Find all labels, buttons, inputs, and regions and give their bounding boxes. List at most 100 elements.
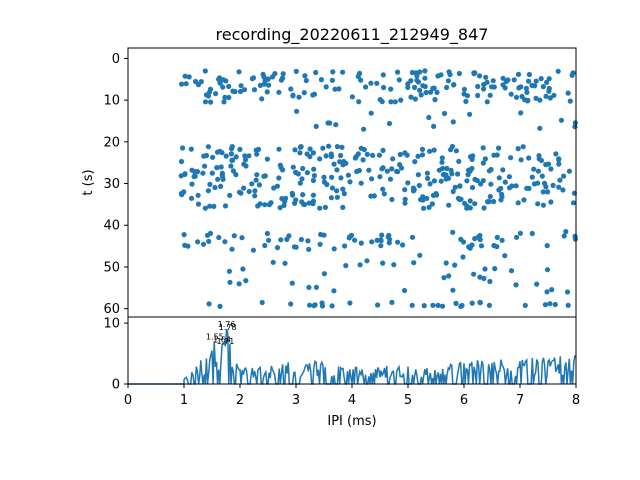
raster-point (488, 181, 494, 187)
raster-point (441, 275, 447, 281)
raster-point (270, 74, 276, 80)
raster-point (544, 267, 551, 273)
raster-point (322, 204, 328, 210)
raster-point (202, 68, 208, 74)
raster-point (330, 69, 336, 75)
raster-point (379, 232, 385, 238)
raster-point (566, 168, 573, 174)
raster-point (368, 110, 374, 116)
raster-point (379, 99, 385, 105)
raster-point (276, 146, 282, 152)
raster-point (430, 302, 436, 308)
raster-point (352, 237, 358, 243)
raster-point (553, 151, 559, 157)
raster-point (422, 68, 428, 74)
raster-point (386, 120, 393, 127)
raster-point (419, 146, 426, 152)
raster-point (297, 180, 303, 186)
raster-point (518, 157, 524, 163)
raster-y-tick-label: 30 (103, 177, 120, 192)
raster-point (538, 76, 544, 82)
raster-point (357, 262, 363, 268)
raster-point (388, 86, 394, 92)
raster-point (334, 194, 340, 200)
raster-point (268, 200, 274, 206)
raster-point (202, 163, 208, 169)
histogram-x-tick-label: 6 (460, 393, 468, 408)
raster-point (540, 84, 546, 90)
raster-point (560, 187, 566, 193)
raster-point (380, 165, 386, 171)
raster-point (524, 89, 530, 95)
raster-point (508, 155, 514, 161)
raster-point (202, 99, 209, 105)
raster-point (487, 278, 493, 285)
histogram-x-tick-label: 8 (572, 393, 580, 408)
raster-point (331, 161, 337, 167)
raster-point (228, 163, 234, 169)
raster-point (469, 184, 476, 191)
raster-point (534, 281, 540, 287)
raster-point (481, 205, 487, 211)
raster-point (238, 190, 244, 196)
raster-point (384, 168, 390, 174)
raster-point (572, 236, 579, 242)
raster-point (280, 75, 286, 81)
raster-point (241, 185, 247, 191)
raster-point (452, 184, 458, 190)
raster-point (375, 302, 381, 308)
raster-point (178, 158, 185, 165)
raster-point (178, 173, 184, 179)
raster-point (209, 170, 215, 176)
raster-point (502, 179, 508, 185)
raster-point (456, 158, 462, 164)
raster-point (547, 301, 553, 307)
raster-point (433, 191, 439, 197)
raster-point (477, 274, 483, 280)
raster-point (477, 299, 483, 305)
raster-point (394, 168, 400, 174)
raster-point (207, 230, 214, 236)
raster-point (282, 260, 288, 266)
raster-point (207, 86, 214, 92)
raster-point (453, 300, 459, 306)
raster-point (214, 165, 220, 171)
raster-point (222, 94, 228, 100)
raster-point (342, 243, 348, 249)
histogram-x-tick-label: 1 (180, 393, 188, 408)
raster-point (363, 84, 369, 90)
raster-point (431, 147, 437, 153)
raster-point (409, 69, 415, 76)
raster-point (428, 89, 434, 95)
raster-point (548, 166, 554, 172)
raster-point (297, 150, 303, 156)
raster-point (444, 165, 450, 172)
raster-point (298, 236, 304, 243)
raster-point (415, 172, 421, 178)
raster-point (459, 302, 465, 309)
raster-point (323, 153, 329, 159)
raster-point (412, 84, 418, 90)
raster-point (331, 246, 337, 252)
raster-point (389, 299, 395, 305)
raster-point (429, 201, 435, 207)
raster-point (565, 90, 571, 96)
raster-point (242, 157, 249, 163)
raster-point (480, 145, 486, 151)
raster-point (321, 271, 327, 277)
raster-point (276, 89, 282, 95)
raster-point (390, 156, 396, 162)
raster-point (318, 77, 324, 83)
raster-point (515, 200, 521, 206)
raster-point (492, 266, 498, 272)
raster-point (338, 152, 344, 159)
raster-point (179, 81, 185, 87)
raster-point (416, 182, 422, 189)
raster-point (417, 69, 423, 75)
raster-point (546, 88, 552, 94)
raster-point (496, 145, 502, 151)
raster-point (535, 180, 541, 186)
raster-point (449, 143, 455, 150)
raster-point (438, 178, 444, 184)
